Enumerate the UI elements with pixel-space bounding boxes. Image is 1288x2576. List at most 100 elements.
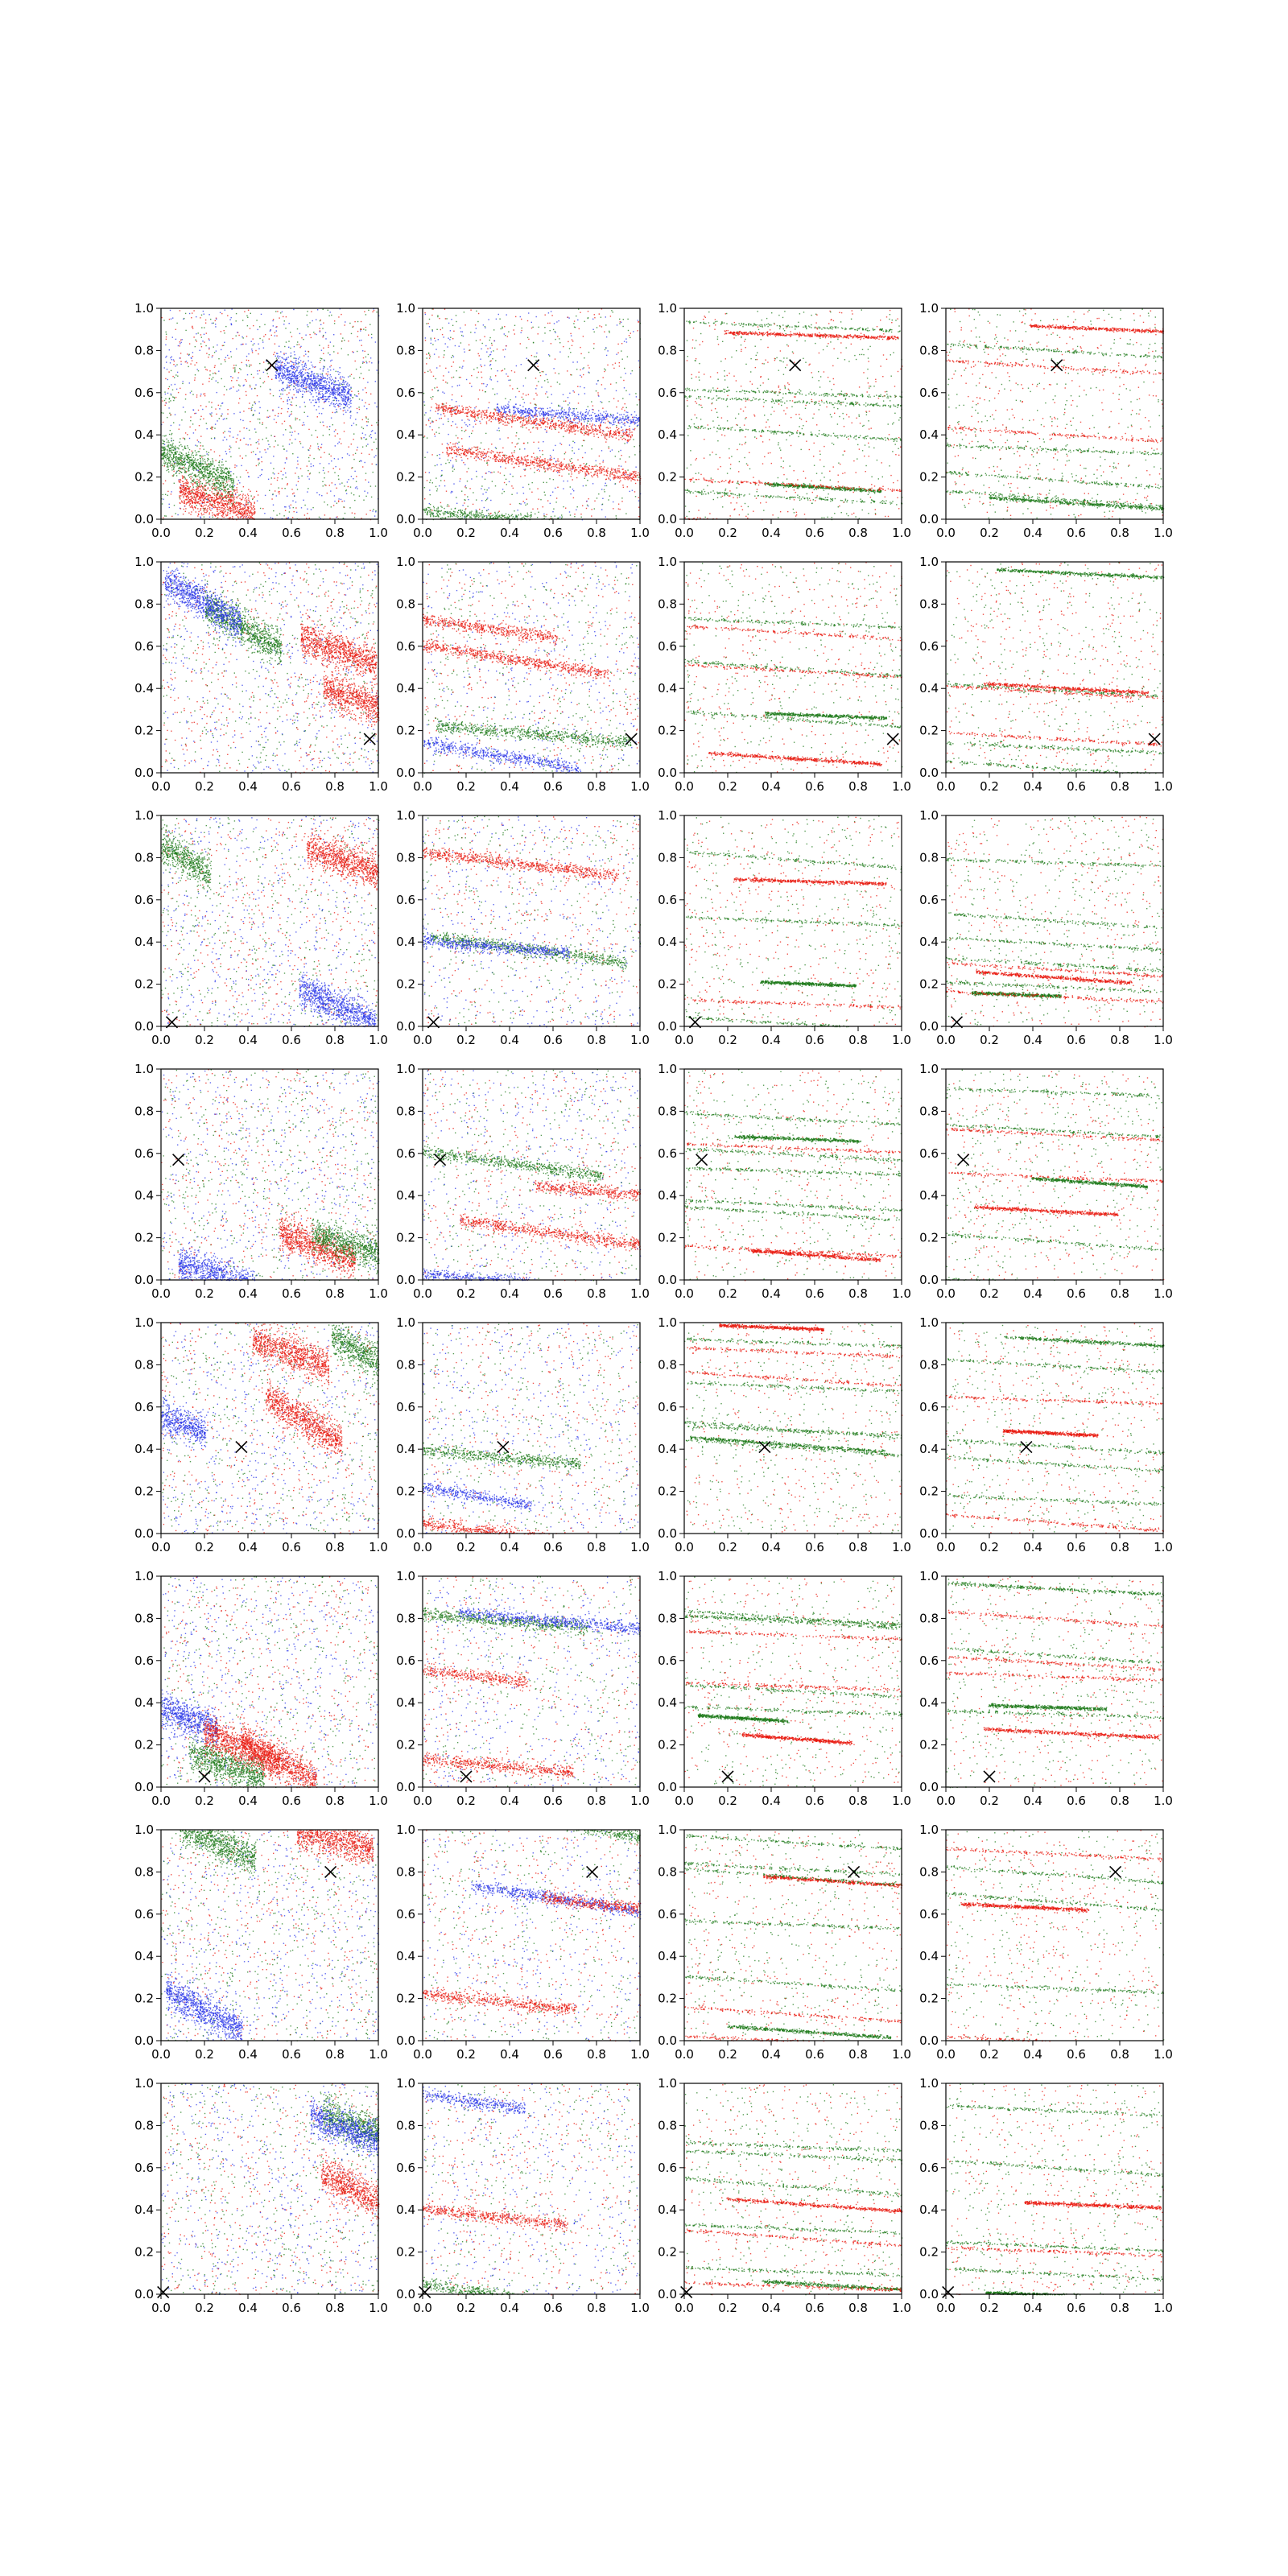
data-point [231,317,232,318]
panels-layer: 0.0 0.2 0.4 0.6 0.8 1.00.00.20.40.60.81.00.0 0… [134,301,1173,2315]
data-point [183,381,184,382]
data-point [219,455,220,456]
data-point [183,497,184,498]
data-point [198,410,199,411]
data-point [210,449,211,450]
data-point [324,366,325,367]
data-point [179,429,180,430]
data-point [213,323,214,324]
data-point [191,317,192,318]
data-point [177,372,178,373]
data-point [304,412,305,413]
data-point [192,356,193,357]
data-point [363,500,364,501]
data-point [307,315,308,316]
data-point [320,456,321,457]
data-point [371,362,372,363]
data-point [238,335,239,336]
data-point [337,371,338,372]
data-point [292,517,293,518]
data-point [167,465,168,466]
data-point [296,418,297,419]
data-point [185,330,186,331]
data-point [258,463,259,464]
data-point [347,453,348,454]
data-point [352,513,353,514]
data-point [244,427,245,428]
data-point [169,504,170,505]
data-point [235,509,236,510]
data-point [322,336,323,337]
data-point [164,515,165,516]
data-point [185,361,186,362]
data-point [175,329,176,330]
data-point [195,374,196,375]
data-point [280,312,281,313]
data-point [285,429,286,430]
data-point [206,496,207,497]
data-point [187,362,188,363]
data-point [359,377,360,378]
data-point [362,466,363,467]
data-point [183,467,184,468]
data-point [249,513,250,514]
data-point [208,340,209,341]
data-point [299,441,300,442]
data-point [338,479,339,480]
data-point [236,320,237,321]
data-point [255,431,256,432]
data-point [218,371,219,372]
data-point [222,345,223,346]
data-point [333,334,334,335]
data-point [325,332,326,333]
data-point [274,478,275,479]
data-point [338,459,339,460]
data-point [335,484,336,485]
data-point [362,419,363,420]
data-point [265,495,266,496]
data-point [334,501,335,502]
data-point [334,320,335,321]
data-point [239,498,240,499]
data-point [284,488,285,489]
data-point [168,371,169,372]
data-point [253,451,254,452]
data-point [237,514,238,515]
data-point [173,359,174,360]
data-point [201,336,202,337]
data-point [366,392,367,393]
data-point [224,386,225,387]
data-point [361,399,362,400]
data-point [365,496,366,497]
data-point [283,449,284,450]
data-point [331,315,332,316]
data-point [311,466,312,467]
data-point [209,507,210,508]
data-point [335,466,336,467]
data-point [267,440,268,441]
data-point [221,378,222,379]
data-point [303,388,304,389]
data-point [244,385,245,386]
data-point [230,376,231,377]
data-point [270,435,271,436]
data-point [360,330,361,331]
data-point [197,515,198,516]
data-point [305,369,306,370]
data-point [364,491,365,492]
data-point [240,494,241,495]
data-point [224,332,225,333]
data-point [362,447,363,448]
data-point [336,503,337,504]
data-point [357,447,358,448]
data-point [351,476,352,477]
data-point [183,483,184,484]
data-point [200,343,201,344]
data-point [169,386,170,387]
data-point [292,398,293,399]
data-point [185,411,186,412]
data-point [284,506,285,507]
data-point [255,350,256,351]
data-point [215,320,216,321]
data-point [299,347,300,348]
